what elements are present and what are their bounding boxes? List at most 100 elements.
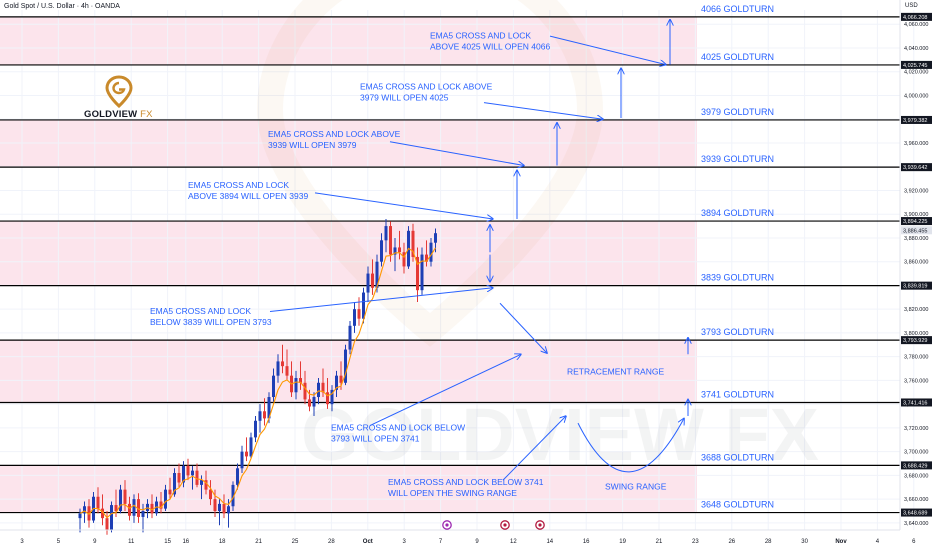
price-tag-label: 4,066.208 [903, 15, 927, 21]
price-tag [901, 508, 932, 517]
arrow-to-4025 [549, 35, 666, 64]
price-tag-label: 3,894.225 [903, 219, 927, 225]
current-price-tag [901, 226, 932, 235]
candle-body [209, 489, 212, 500]
time-tick-label: 23 [692, 539, 699, 545]
annotation-text: EMA5 CROSS AND LOCK [150, 306, 251, 316]
time-tick-label: 21 [656, 539, 663, 545]
candle-body [371, 273, 374, 288]
candle-body [366, 273, 370, 293]
time-tick-label: 15 [164, 539, 171, 545]
candle-body [357, 309, 361, 319]
candle-body [182, 465, 185, 483]
candle-body [272, 375, 275, 398]
arrow-to-swing [502, 416, 566, 481]
time-tick-label: 19 [619, 539, 626, 545]
candle-body [416, 256, 419, 291]
current-price-label: 3,886.455 [903, 228, 927, 234]
price-tag [901, 12, 932, 21]
watermark-text: GOLDVIEW FX [301, 393, 819, 476]
candle-body [245, 451, 248, 457]
event-markers[interactable] [442, 520, 545, 530]
candle-body [83, 506, 86, 514]
candle-body [335, 375, 338, 390]
candle-body [267, 397, 271, 419]
candle-body [321, 382, 325, 393]
price-tick-label: 3,760.000 [904, 378, 928, 384]
time-tick-label: 3 [403, 539, 407, 545]
price-tag-label: 3,793.929 [903, 338, 927, 344]
candle-body [263, 411, 266, 419]
time-tick-label: 12 [510, 539, 517, 545]
time-tick-label: Oct [363, 539, 373, 545]
annotation-text: EMA5 CROSS AND LOCK ABOVE [360, 82, 493, 92]
price-tag-label: 3,839.819 [903, 284, 927, 290]
candle-body [299, 378, 302, 383]
candle-body [159, 501, 163, 509]
price-tag [901, 461, 932, 470]
price-tick-label: 3,700.000 [904, 450, 928, 456]
time-tick-label: 3 [20, 539, 24, 545]
price-tick-label: 4,000.000 [904, 93, 928, 99]
annotation-arrows [269, 19, 688, 481]
candle-body [258, 411, 262, 421]
candle-body [105, 518, 109, 530]
candle-body [119, 489, 122, 512]
time-axis[interactable]: 3 5 9 11 15 16 18 21 25 28 Oct 3 7 9 12 14 16 19 21 23 26 28 3… [0, 529, 916, 545]
candle-body [101, 508, 104, 519]
price-tag-label: 4,025.745 [903, 63, 927, 69]
price-tick-label: 3,720.000 [904, 426, 928, 432]
arrow-retracement [499, 302, 547, 353]
annotation-text: WILL OPEN THE SWING RANGE [388, 488, 517, 498]
candle-body [276, 361, 280, 376]
annotation-text: SWING RANGE [605, 482, 667, 492]
candle-body [429, 242, 433, 262]
price-tag [901, 60, 932, 69]
economic-event-dot [503, 523, 507, 527]
candle-body [128, 503, 131, 516]
candle-body [393, 247, 397, 255]
arrow-to-3939 [389, 141, 524, 166]
price-tick-label: 3,900.000 [904, 212, 928, 218]
candle-body [254, 420, 257, 438]
price-tick-label: 3,860.000 [904, 260, 928, 266]
candle-body [285, 366, 289, 376]
brand-name: GOLDVIEW [84, 109, 138, 120]
annotation-text: ABOVE 4025 WILL OPEN 4066 [430, 41, 550, 51]
zone-band [0, 221, 697, 286]
candle-body [398, 247, 401, 253]
candle-body [384, 226, 388, 241]
annotation-text: 3939 WILL OPEN 3979 [268, 140, 357, 150]
annotation-text: EMA5 CROSS AND LOCK [430, 30, 531, 40]
price-tick-label: 4,040.000 [904, 46, 928, 52]
level-label: 3741 GOLDTURN [701, 389, 774, 399]
level-label: 3939 GOLDTURN [701, 154, 774, 164]
candle-body [123, 489, 127, 504]
time-tick-label: 18 [219, 539, 226, 545]
annotation-text: 3793 WILL OPEN 3741 [331, 433, 420, 443]
candle-body [389, 226, 392, 255]
time-tick-label: 21 [255, 539, 262, 545]
candlestick-series [78, 218, 437, 535]
annotation-text: 3979 WILL OPEN 4025 [360, 93, 449, 103]
time-tick-label: 16 [182, 539, 189, 545]
arrow-to-3839 [269, 288, 493, 313]
level-label: 4025 GOLDTURN [701, 52, 774, 62]
level-label: 3793 GOLDTURN [701, 327, 774, 337]
candle-body [132, 499, 136, 516]
level-label: 3894 GOLDTURN [701, 208, 774, 218]
price-axis[interactable]: 3,640.000 3,660.000 3,680.000 3,700.000 3,72… [899, 0, 932, 530]
time-tick-label: 5 [57, 539, 61, 545]
time-tick-label: 6 [912, 539, 916, 545]
candle-body [78, 513, 82, 519]
annotation-text: EMA5 CROSS AND LOCK BELOW [331, 422, 465, 432]
candle-body [173, 473, 176, 495]
time-tick-label: 14 [546, 539, 553, 545]
candle-body [344, 349, 347, 383]
ema5-line [79, 247, 436, 519]
candle-body [425, 254, 428, 262]
candle-body [168, 489, 172, 495]
candle-body [177, 473, 181, 483]
candle-body [204, 480, 208, 490]
